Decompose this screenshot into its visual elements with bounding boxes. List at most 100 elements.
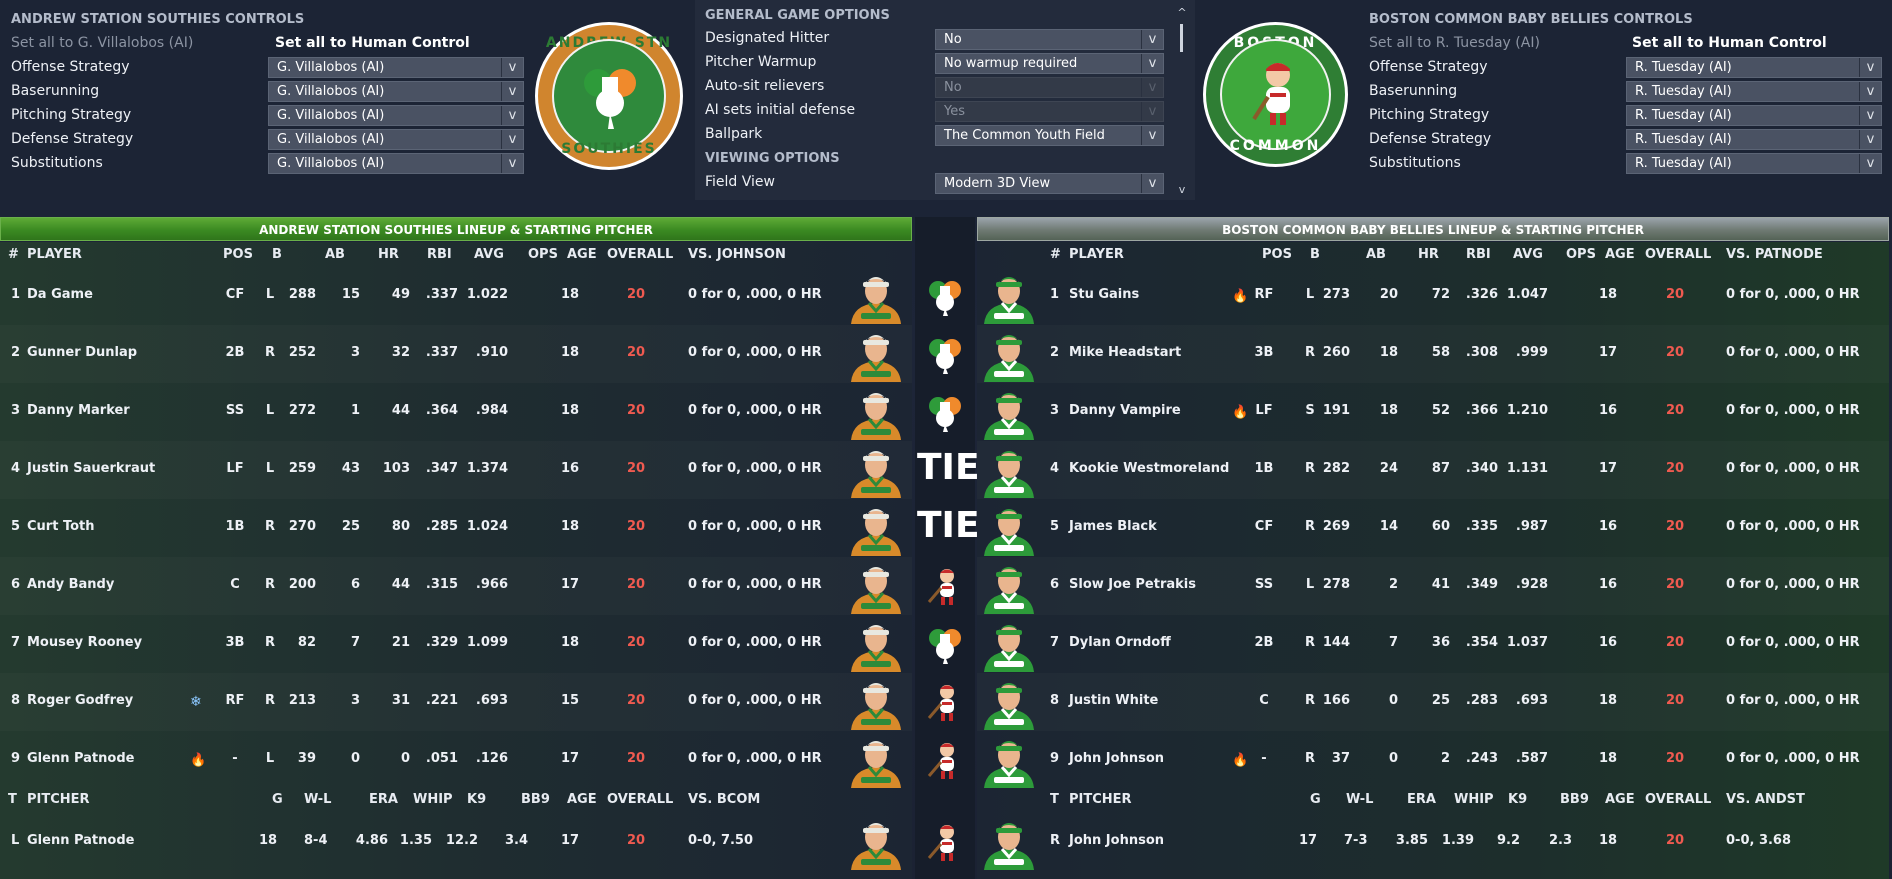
control-select-defense-strategy[interactable]: G. Villalobos (AI) v [268, 129, 524, 150]
pitcher-col-header-wl[interactable]: W-L [304, 792, 332, 807]
scroll-down-icon[interactable]: v [1178, 183, 1186, 196]
control-select-pitching-strategy[interactable]: G. Villalobos (AI) v [268, 105, 524, 126]
pitcher-col-header-vs[interactable]: VS. ANDST [1726, 792, 1805, 807]
col-header-hr[interactable]: HR [378, 247, 399, 262]
col-header-ops[interactable]: OPS [1566, 247, 1596, 262]
cell-num: 3 [1050, 403, 1060, 418]
cell-vs: 0 for 0, .000, 0 HR [688, 345, 822, 360]
pitcher-col-header-bb9[interactable]: BB9 [1560, 792, 1589, 807]
cell-age: 17 [560, 751, 580, 766]
cell-b: L [265, 751, 275, 766]
control-label-defense-strategy: Defense Strategy [11, 131, 134, 147]
control-select-defense-strategy[interactable]: R. Tuesday (AI) v [1626, 129, 1882, 150]
cell-pos: 1B [225, 519, 245, 534]
col-header-b[interactable]: B [272, 247, 282, 262]
col-header-pos[interactable]: POS [1262, 247, 1292, 262]
pitcher-col-header-bb9[interactable]: BB9 [521, 792, 550, 807]
control-label-substitutions: Substitutions [11, 155, 103, 171]
scroll-up-icon[interactable]: ^ [1177, 6, 1187, 19]
chevron-down-icon: v [1141, 54, 1163, 73]
cell-age: 17 [1598, 461, 1618, 476]
cell-age: 15 [560, 693, 580, 708]
cell-rbi: 103 [382, 461, 410, 476]
col-header-vs[interactable]: VS. JOHNSON [688, 247, 786, 262]
pitcher-col-header-vs[interactable]: VS. BCOM [688, 792, 761, 807]
col-header-ab[interactable]: AB [325, 247, 345, 262]
control-select-offense-strategy[interactable]: R. Tuesday (AI) v [1626, 57, 1882, 78]
pitcher-col-header-overall[interactable]: OVERALL [1645, 792, 1712, 807]
cell-player: Danny Vampire [1069, 403, 1181, 418]
option-select-pitcher-warmup[interactable]: No warmup required v [935, 53, 1164, 74]
col-header-player[interactable]: PLAYER [1069, 247, 1124, 262]
cell-num: 7 [11, 635, 21, 650]
control-select-substitutions[interactable]: G. Villalobos (AI) v [268, 153, 524, 174]
col-header-age[interactable]: AGE [1605, 247, 1635, 262]
pitcher-col-header-age[interactable]: AGE [567, 792, 597, 807]
control-label-pitching-strategy: Pitching Strategy [1369, 107, 1490, 123]
cell-overall: 20 [626, 403, 646, 418]
general-options-scrollbar[interactable]: ^ v [1175, 6, 1189, 196]
scroll-thumb[interactable] [1180, 24, 1183, 52]
cell-b: R [264, 345, 275, 360]
col-header-avg[interactable]: AVG [1513, 247, 1543, 262]
away-set-all-human[interactable]: Set all to Human Control [275, 35, 470, 51]
chevron-down-icon: v [1141, 30, 1163, 49]
pitcher-col-header-overall[interactable]: OVERALL [607, 792, 674, 807]
cell-overall: 20 [626, 751, 646, 766]
cell-num: 7 [1050, 635, 1060, 650]
pitcher-col-header-pitcher[interactable]: PITCHER [1069, 792, 1132, 807]
col-header-vs[interactable]: VS. PATNODE [1726, 247, 1823, 262]
control-select-substitutions[interactable]: R. Tuesday (AI) v [1626, 153, 1882, 174]
col-header-hr[interactable]: HR [1418, 247, 1439, 262]
pitcher-col-header-era[interactable]: ERA [369, 792, 398, 807]
col-header-avg[interactable]: AVG [474, 247, 504, 262]
control-select-offense-strategy[interactable]: G. Villalobos (AI) v [268, 57, 524, 78]
col-header-overall[interactable]: OVERALL [1645, 247, 1712, 262]
cell-player: Glenn Patnode [27, 751, 135, 766]
col-header-player[interactable]: PLAYER [27, 247, 82, 262]
home-logo-text-bottom: COMMON [1229, 138, 1322, 154]
pitcher-col-header-g[interactable]: G [1310, 792, 1321, 807]
control-select-baserunning[interactable]: R. Tuesday (AI) v [1626, 81, 1882, 102]
cell-num: 8 [11, 693, 21, 708]
cell-ab: 200 [288, 577, 316, 592]
pitcher-col-header-k9[interactable]: K9 [1508, 792, 1528, 807]
pitcher-col-header-g[interactable]: G [272, 792, 283, 807]
player-avatar [980, 269, 1038, 324]
pitcher-col-header-whip[interactable]: WHIP [413, 792, 453, 807]
col-header-num[interactable]: # [1050, 247, 1061, 262]
cell-num: 1 [1050, 287, 1060, 302]
pitcher-col-header-era[interactable]: ERA [1407, 792, 1436, 807]
cell-vs: 0 for 0, .000, 0 HR [688, 403, 822, 418]
pitcher-col-header-wl[interactable]: W-L [1346, 792, 1374, 807]
col-header-b[interactable]: B [1310, 247, 1320, 262]
cell-avg: .349 [1465, 577, 1498, 592]
col-header-ops[interactable]: OPS [528, 247, 558, 262]
cell-pos: LF [226, 461, 244, 476]
col-header-overall[interactable]: OVERALL [607, 247, 674, 262]
option-select-designated-hitter[interactable]: No v [935, 29, 1164, 50]
field-view-select[interactable]: Modern 3D View v [935, 173, 1164, 194]
home-set-all-human[interactable]: Set all to Human Control [1632, 35, 1827, 51]
cell-num: 4 [1050, 461, 1060, 476]
col-header-rbi[interactable]: RBI [427, 247, 452, 262]
col-header-num[interactable]: # [8, 247, 19, 262]
away-set-all-ai[interactable]: Set all to G. Villalobos (AI) [11, 35, 194, 51]
pitcher-col-header-t[interactable]: T [8, 792, 17, 807]
cell-hr: 20 [1379, 287, 1398, 302]
pitcher-col-header-age[interactable]: AGE [1605, 792, 1635, 807]
control-select-baserunning[interactable]: G. Villalobos (AI) v [268, 81, 524, 102]
control-select-pitching-strategy[interactable]: R. Tuesday (AI) v [1626, 105, 1882, 126]
chevron-down-icon: v [1859, 58, 1881, 77]
pitcher-col-header-whip[interactable]: WHIP [1454, 792, 1494, 807]
col-header-age[interactable]: AGE [567, 247, 597, 262]
col-header-pos[interactable]: POS [223, 247, 253, 262]
pitcher-col-header-pitcher[interactable]: PITCHER [27, 792, 90, 807]
col-header-rbi[interactable]: RBI [1466, 247, 1491, 262]
cell-ops: .693 [1515, 693, 1548, 708]
col-header-ab[interactable]: AB [1366, 247, 1386, 262]
pitcher-col-header-k9[interactable]: K9 [467, 792, 487, 807]
option-select-ballpark[interactable]: The Common Youth Field v [935, 125, 1164, 146]
home-set-all-ai[interactable]: Set all to R. Tuesday (AI) [1369, 35, 1540, 51]
pitcher-col-header-t[interactable]: T [1050, 792, 1059, 807]
